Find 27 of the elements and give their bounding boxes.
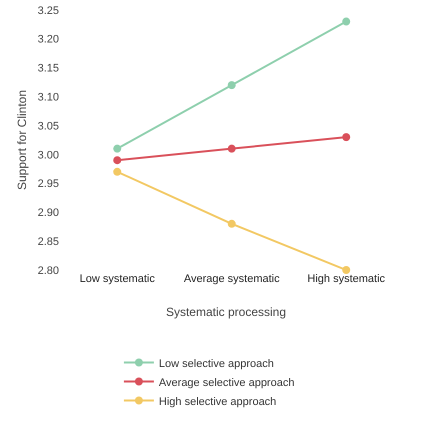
legend-label: High selective approach <box>158 396 276 408</box>
y-tick-label: 3.10 <box>38 92 59 104</box>
x-tick-label: High systematic <box>307 273 386 285</box>
y-tick-label: 2.95 <box>38 178 59 190</box>
y-tick-label: 2.80 <box>38 264 59 277</box>
point <box>113 156 122 164</box>
x-tick-label: Average systematic <box>184 273 280 285</box>
point <box>228 144 236 153</box>
point <box>228 220 236 228</box>
x-axis-title: Systematic processing <box>166 305 286 319</box>
y-tick-label: 3.00 <box>38 149 59 162</box>
point <box>342 18 350 26</box>
legend-label: Average selective approach <box>158 376 294 389</box>
point <box>113 168 122 176</box>
y-tick-label: 3.20 <box>38 34 59 46</box>
y-axis-title: Support for Clinton <box>15 90 29 190</box>
point <box>342 266 350 274</box>
point <box>113 144 122 153</box>
y-tick-label: 3.05 <box>38 120 59 132</box>
x-tick-label: Low systematic <box>80 273 156 285</box>
y-tick-label: 3.25 <box>38 4 59 17</box>
point <box>228 81 236 90</box>
y-tick-label: 2.90 <box>38 207 59 220</box>
legend-label: Low selective approach <box>158 358 274 370</box>
y-tick-label: 2.85 <box>38 236 59 248</box>
y-tick-label: 3.15 <box>38 62 59 75</box>
point <box>342 133 350 142</box>
